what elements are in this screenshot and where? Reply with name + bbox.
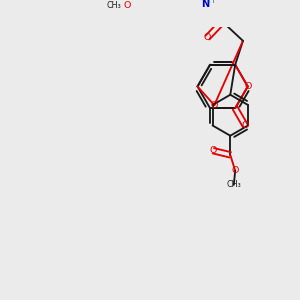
- Text: O: O: [232, 166, 239, 175]
- Text: O: O: [204, 33, 211, 42]
- Text: H: H: [207, 0, 214, 5]
- Text: CH₃: CH₃: [226, 180, 241, 189]
- Text: O: O: [211, 100, 218, 109]
- Text: O: O: [244, 82, 251, 91]
- Text: O: O: [123, 1, 130, 10]
- Text: O: O: [242, 122, 249, 130]
- Text: CH₃: CH₃: [106, 1, 121, 10]
- Text: O: O: [210, 146, 217, 155]
- Text: N: N: [201, 0, 209, 9]
